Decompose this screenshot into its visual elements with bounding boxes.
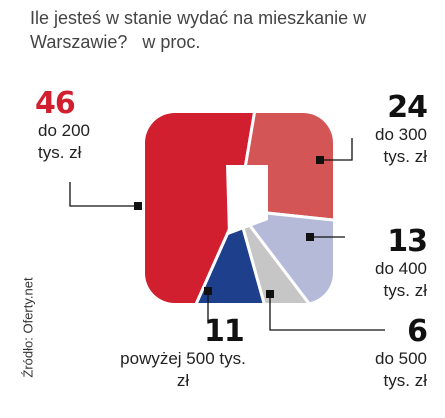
- leader: [69, 182, 138, 207]
- leader-end: [306, 233, 314, 241]
- value-label: 11: [204, 314, 245, 349]
- value-label: 13: [387, 224, 428, 259]
- category-label: do 400 tys. zł: [375, 259, 427, 300]
- slice: [236, 113, 333, 235]
- chart-title: Ile jesteś w stanie wydać na mieszkanie …: [30, 6, 440, 54]
- notch: [226, 165, 268, 235]
- leader-end: [316, 156, 324, 164]
- category-label: do 200 tys. zł: [38, 121, 90, 162]
- slice: [236, 209, 333, 303]
- value-label: 46: [35, 86, 76, 121]
- value-label: 24: [387, 90, 428, 125]
- leader: [269, 296, 385, 331]
- slice: [234, 208, 333, 303]
- leaders: [69, 138, 385, 331]
- value-label: 6: [407, 314, 428, 349]
- subtitle: w proc.: [142, 32, 201, 52]
- title-text: Ile jesteś w stanie wydać na mieszkanie …: [30, 8, 367, 52]
- leader-end: [266, 290, 274, 298]
- leader-end: [134, 202, 142, 210]
- slice: [145, 113, 277, 303]
- category-label: do 300 tys. zł: [375, 125, 427, 166]
- category-label: powyżej 500 tys. zł: [120, 349, 246, 390]
- pie: [145, 113, 333, 303]
- category-label: do 500 tys. zł: [375, 349, 427, 390]
- leader: [322, 138, 353, 161]
- leader-ends: [134, 156, 324, 298]
- leader-end: [204, 287, 212, 295]
